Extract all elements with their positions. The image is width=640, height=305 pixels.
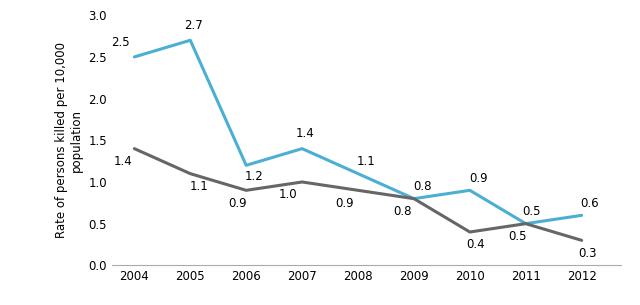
Y-axis label: Rate of persons killed per 10,000
population: Rate of persons killed per 10,000 popula… xyxy=(55,42,83,238)
Text: 0.3: 0.3 xyxy=(578,247,596,260)
Text: 0.9: 0.9 xyxy=(469,172,488,185)
Text: 0.9: 0.9 xyxy=(335,197,353,210)
Text: 0.5: 0.5 xyxy=(508,230,527,243)
Text: 2.7: 2.7 xyxy=(184,19,202,32)
Text: 0.8: 0.8 xyxy=(394,205,412,218)
Text: 0.6: 0.6 xyxy=(580,197,599,210)
Text: 1.4: 1.4 xyxy=(114,155,132,168)
Text: 0.5: 0.5 xyxy=(522,205,541,218)
Text: 1.0: 1.0 xyxy=(279,188,298,201)
Text: 1.1: 1.1 xyxy=(189,180,208,193)
Text: 1.1: 1.1 xyxy=(357,155,376,168)
Text: 2.5: 2.5 xyxy=(111,36,130,48)
Text: 0.9: 0.9 xyxy=(228,197,247,210)
Text: 1.4: 1.4 xyxy=(296,127,314,140)
Text: 1.2: 1.2 xyxy=(245,170,264,183)
Text: 0.8: 0.8 xyxy=(413,180,431,193)
Text: 0.4: 0.4 xyxy=(466,239,484,251)
